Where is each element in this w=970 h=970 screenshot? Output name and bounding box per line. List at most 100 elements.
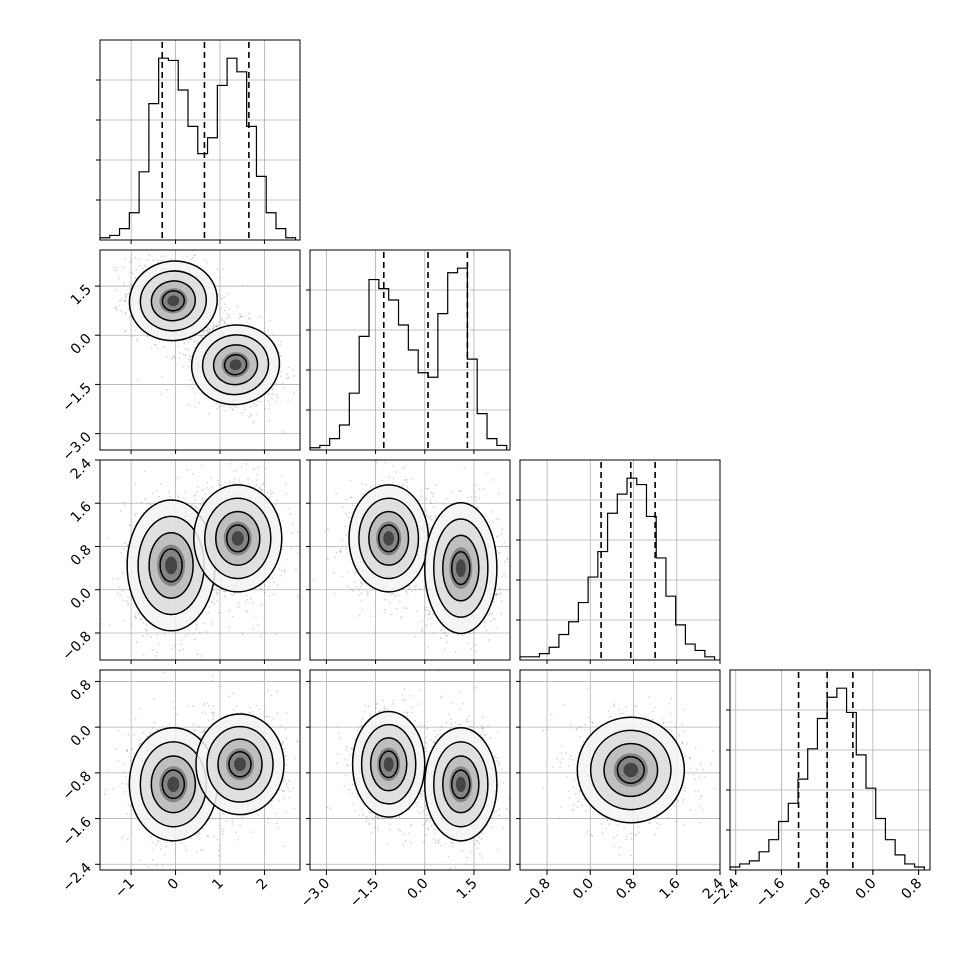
scatter-point bbox=[260, 587, 263, 590]
scatter-point bbox=[229, 406, 232, 409]
scatter-point bbox=[230, 463, 232, 465]
scatter-point bbox=[144, 498, 146, 501]
scatter-point bbox=[155, 489, 158, 492]
scatter-point bbox=[335, 492, 338, 495]
scatter-point bbox=[267, 400, 269, 403]
scatter-point bbox=[272, 333, 275, 336]
scatter-point bbox=[427, 613, 430, 616]
scatter-point bbox=[119, 594, 122, 597]
scatter-point bbox=[358, 594, 360, 596]
scatter-point bbox=[226, 292, 229, 295]
scatter-point bbox=[206, 481, 209, 484]
scatter-point bbox=[141, 267, 144, 269]
scatter-point bbox=[245, 463, 248, 465]
scatter-point bbox=[503, 572, 505, 575]
scatter-point bbox=[287, 366, 290, 369]
scatter-point bbox=[223, 594, 226, 597]
scatter-point bbox=[192, 388, 195, 390]
scatter-point bbox=[195, 628, 198, 630]
scatter-point bbox=[361, 608, 364, 611]
scatter-point bbox=[148, 254, 151, 257]
scatter-point bbox=[197, 508, 200, 510]
scatter-point bbox=[230, 593, 232, 596]
scatter-point bbox=[137, 613, 140, 615]
scatter-point bbox=[233, 592, 236, 594]
scatter-point bbox=[100, 623, 103, 625]
scatter-point bbox=[177, 495, 180, 498]
scatter-point bbox=[280, 370, 282, 373]
scatter-point bbox=[206, 329, 209, 331]
scatter-point bbox=[474, 496, 477, 498]
scatter-point bbox=[146, 335, 149, 338]
scatter-point bbox=[410, 590, 413, 592]
scatter-point bbox=[137, 258, 140, 261]
scatter-point bbox=[355, 585, 358, 588]
scatter-point bbox=[345, 547, 348, 550]
scatter-point bbox=[154, 627, 156, 630]
scatter-point bbox=[144, 470, 146, 473]
scatter-point bbox=[492, 521, 495, 523]
scatter-point bbox=[427, 647, 429, 649]
scatter-point bbox=[130, 623, 133, 626]
scatter-point bbox=[506, 558, 509, 561]
scatter-point bbox=[499, 593, 502, 596]
scatter-point bbox=[117, 267, 120, 269]
scatter-point bbox=[123, 281, 125, 284]
scatter-point bbox=[123, 547, 125, 550]
scatter-point bbox=[225, 596, 227, 599]
scatter-point bbox=[239, 315, 242, 318]
scatter-point bbox=[96, 548, 98, 550]
scatter-point bbox=[278, 352, 281, 354]
scatter-point bbox=[232, 593, 235, 596]
scatter-point bbox=[124, 296, 127, 299]
scatter-point bbox=[347, 516, 349, 518]
scatter-point bbox=[341, 575, 344, 578]
scatter-point bbox=[248, 416, 251, 419]
scatter-point bbox=[269, 393, 271, 396]
scatter-point bbox=[291, 532, 294, 535]
scatter-point bbox=[347, 585, 349, 588]
scatter-point bbox=[151, 492, 154, 495]
scatter-point bbox=[129, 524, 132, 526]
scatter-point bbox=[225, 306, 228, 309]
scatter-point bbox=[122, 599, 125, 601]
scatter-point bbox=[285, 377, 288, 380]
scatter-point bbox=[112, 578, 114, 580]
scatter-point bbox=[188, 355, 191, 357]
scatter-point bbox=[218, 405, 221, 408]
scatter-point bbox=[223, 296, 226, 299]
scatter-point bbox=[207, 611, 210, 614]
scatter-point bbox=[163, 255, 166, 258]
scatter-point bbox=[135, 641, 138, 644]
scatter-point bbox=[158, 495, 161, 498]
scatter-point bbox=[201, 497, 204, 500]
scatter-point bbox=[243, 408, 246, 411]
scatter-point bbox=[500, 533, 502, 535]
scatter-point bbox=[366, 591, 369, 593]
panel-content bbox=[113, 254, 296, 433]
scatter-point bbox=[210, 477, 212, 479]
scatter-point bbox=[339, 551, 342, 554]
scatter-point bbox=[126, 545, 128, 547]
scatter-point bbox=[207, 412, 210, 415]
scatter-point bbox=[134, 257, 137, 259]
scatter-point bbox=[184, 491, 187, 494]
scatter-point bbox=[326, 557, 329, 560]
scatter-point bbox=[394, 471, 397, 473]
density-level bbox=[165, 556, 178, 575]
scatter-point bbox=[205, 487, 208, 489]
scatter-point bbox=[212, 328, 215, 330]
scatter-point bbox=[213, 597, 216, 600]
scatter-point bbox=[216, 594, 219, 596]
scatter-point bbox=[131, 272, 134, 275]
scatter-point bbox=[272, 593, 275, 596]
scatter-point bbox=[284, 570, 286, 573]
scatter-point bbox=[274, 400, 277, 403]
scatter-point bbox=[215, 587, 218, 589]
scatter-point bbox=[178, 357, 181, 360]
scatter-point bbox=[136, 378, 139, 381]
scatter-point bbox=[220, 308, 223, 310]
scatter-point bbox=[213, 325, 216, 328]
scatter-point bbox=[273, 581, 275, 583]
scatter-point bbox=[135, 268, 138, 271]
